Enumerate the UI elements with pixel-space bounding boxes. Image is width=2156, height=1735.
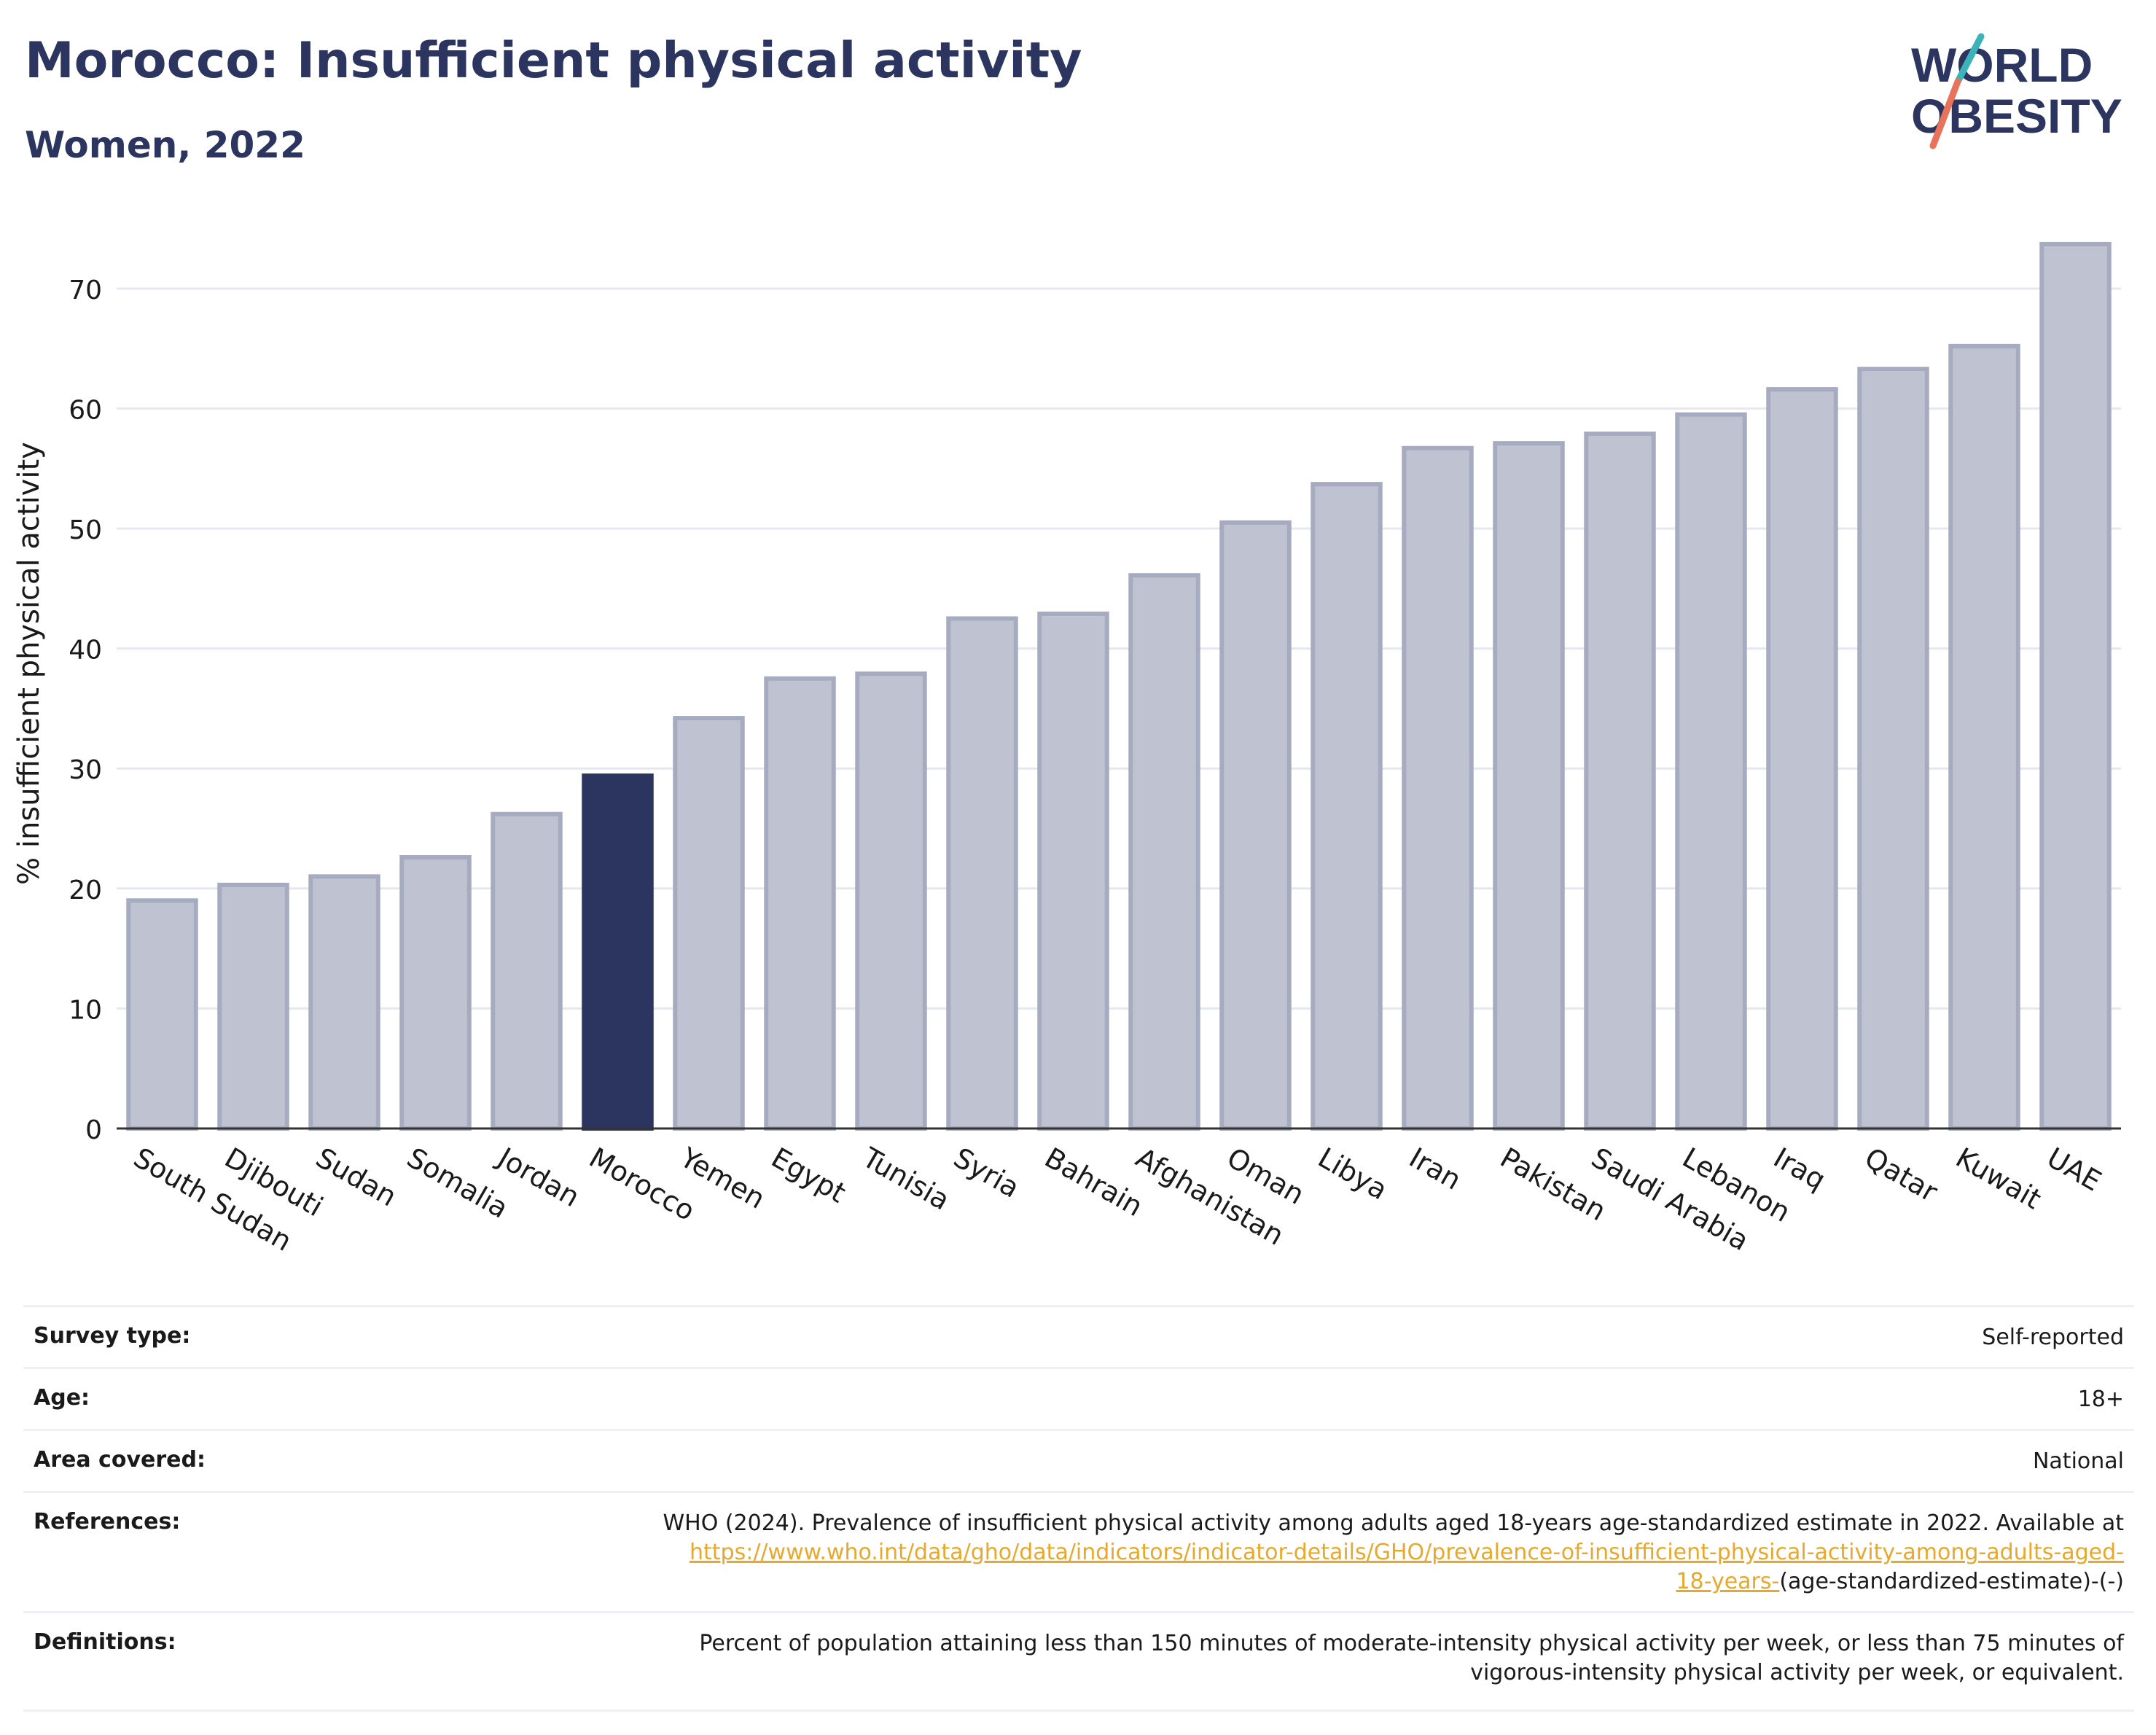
references-link-1[interactable]: https://www.who.int/data/gho/data/indica…: [690, 1540, 2124, 1565]
definitions-line1: Percent of population attaining less tha…: [699, 1631, 2124, 1656]
bar-uae: [2039, 241, 2112, 1131]
bar-iraq: [1766, 387, 1838, 1131]
metadata-table: Survey type: Self-reported Age: 18+ Area…: [23, 1305, 2134, 1712]
bar-pakistan: [1493, 441, 1565, 1131]
references-value: WHO (2024). Prevalence of insufficient p…: [663, 1509, 2124, 1611]
y-tick-label: 20: [69, 876, 102, 905]
world-obesity-logo: WORLD OBESITY: [1911, 33, 2122, 149]
x-tick-label: Iraq: [1768, 1142, 1831, 1196]
y-tick-label: 70: [69, 276, 102, 305]
bar-qatar: [1857, 367, 1929, 1131]
chart-subtitle: Women, 2022: [25, 124, 305, 166]
logo-line1: WORLD: [1911, 38, 2093, 92]
bar-lebanon: [1675, 412, 1747, 1131]
survey-type-label: Survey type:: [34, 1323, 191, 1349]
x-tick-label: Egypt: [766, 1142, 851, 1209]
definitions-line2: vigorous-intensity physical activity per…: [1470, 1660, 2124, 1685]
bar-syria: [946, 616, 1018, 1131]
bar-bahrain: [1037, 611, 1109, 1131]
age-row: Age: 18+: [23, 1367, 2134, 1429]
y-tick-label: 10: [69, 995, 102, 1025]
bar-jordan: [491, 811, 563, 1131]
x-tick-label: Tunisia: [856, 1141, 955, 1217]
bar-yemen: [673, 716, 745, 1131]
y-tick-label: 40: [69, 636, 102, 666]
y-tick-label: 30: [69, 755, 102, 785]
bar-somalia: [399, 855, 472, 1131]
bar-djibouti: [217, 882, 289, 1131]
definitions-value: Percent of population attaining less tha…: [699, 1629, 2124, 1709]
x-tick-label: UAE: [2042, 1142, 2106, 1198]
bar-afghanistan: [1128, 573, 1200, 1131]
bar-morocco: [582, 773, 654, 1131]
references-row: References: WHO (2024). Prevalence of in…: [23, 1491, 2134, 1611]
area-value: National: [2032, 1449, 2124, 1474]
y-tick-label: 60: [69, 395, 102, 425]
logo-slash-coral: [1929, 78, 1961, 149]
references-suffix: (age-standardized-estimate)-(-): [1779, 1569, 2124, 1594]
bar-libya: [1311, 482, 1383, 1131]
age-value: 18+: [2077, 1387, 2124, 1412]
references-text: WHO (2024). Prevalence of insufficient p…: [663, 1510, 2124, 1536]
area-label: Area covered:: [34, 1447, 206, 1473]
references-link-2[interactable]: 18-years-: [1676, 1569, 1780, 1594]
survey-type-value: Self-reported: [1982, 1325, 2124, 1350]
x-tick-label: Iran: [1404, 1142, 1466, 1196]
definitions-row: Definitions: Percent of population attai…: [23, 1611, 2134, 1712]
x-tick-label: Syria: [948, 1142, 1025, 1204]
bar-saudi-arabia: [1584, 431, 1656, 1131]
x-tick-label: Libya: [1313, 1142, 1393, 1206]
y-tick-label: 0: [85, 1115, 102, 1145]
bar-oman: [1219, 520, 1292, 1131]
bar-iran: [1402, 445, 1474, 1131]
x-tick-label: Qatar: [1859, 1142, 1943, 1209]
logo-slash-teal: [1954, 33, 1985, 85]
bar-kuwait: [1948, 343, 2020, 1131]
bar-tunisia: [855, 671, 927, 1131]
age-label: Age:: [34, 1385, 90, 1411]
survey-type-row: Survey type: Self-reported: [23, 1305, 2134, 1367]
references-label: References:: [34, 1509, 181, 1535]
x-tick-label: Bahrain: [1039, 1142, 1148, 1223]
bar-south-sudan: [126, 898, 198, 1131]
definitions-label: Definitions:: [34, 1629, 176, 1655]
bar-egypt: [764, 676, 836, 1131]
chart-title: Morocco: Insufficient physical activity: [25, 32, 1082, 90]
bar-sudan: [308, 874, 380, 1131]
y-axis-label: % insufficient physical activity: [12, 442, 46, 885]
y-tick-label: 50: [69, 515, 102, 545]
x-tick-label: Somalia: [402, 1142, 514, 1225]
area-row: Area covered: National: [23, 1429, 2134, 1491]
x-tick-label: Kuwait: [1950, 1142, 2047, 1216]
